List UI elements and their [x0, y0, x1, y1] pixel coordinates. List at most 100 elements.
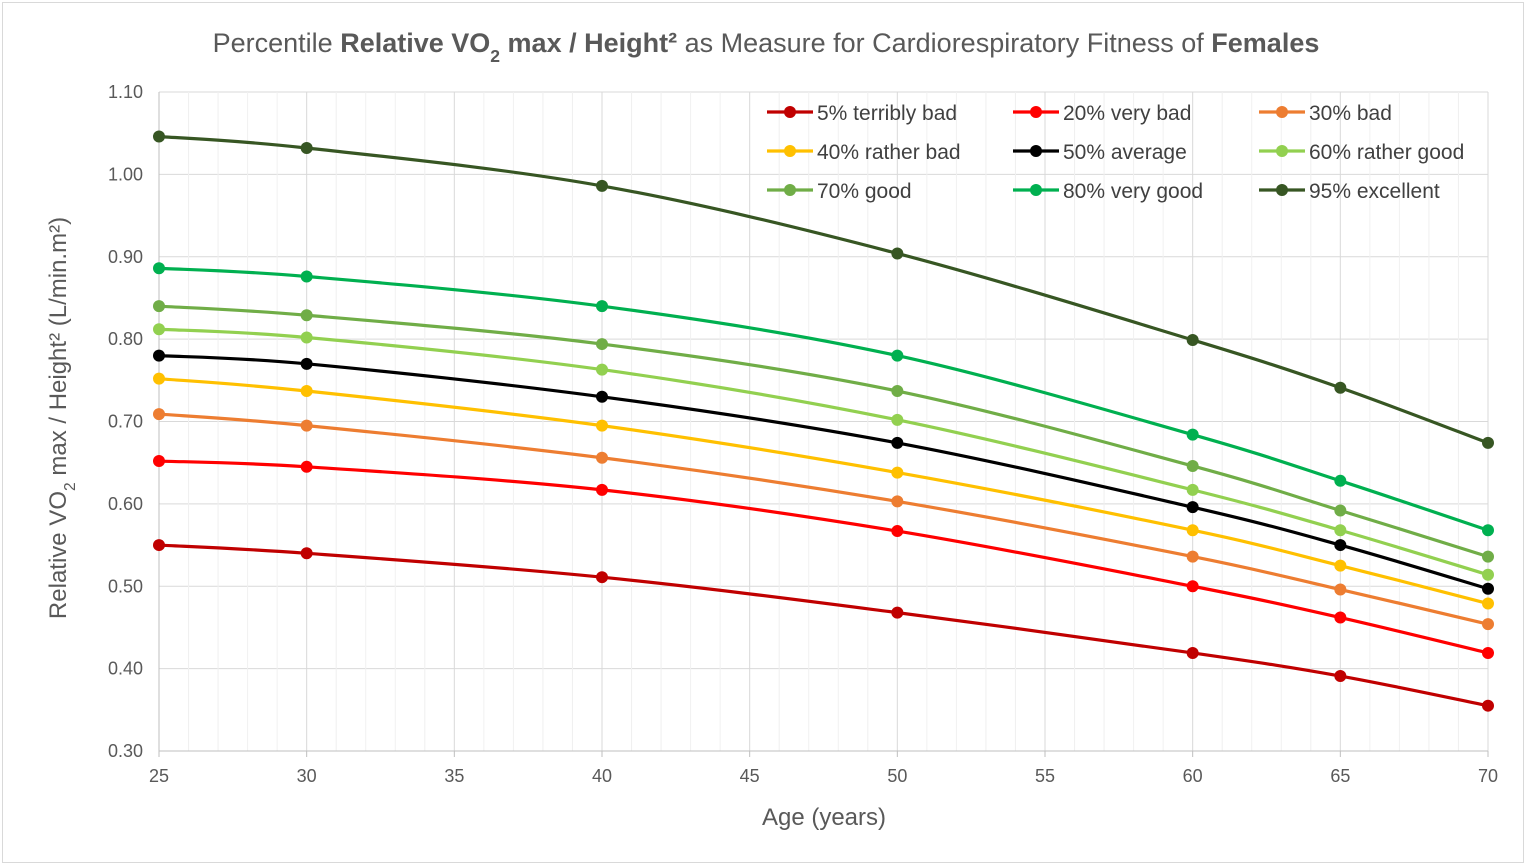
- data-point: [153, 539, 165, 552]
- y-tick-label: 0.60: [108, 494, 143, 514]
- text-part: max / Height² (L/min.m²): [45, 217, 72, 482]
- data-point: [300, 270, 313, 283]
- data-point: [1482, 646, 1494, 659]
- series-8: [153, 130, 1494, 449]
- series-6: [153, 300, 1494, 563]
- data-point: [1482, 568, 1494, 581]
- data-point: [596, 390, 608, 403]
- data-point: [1334, 611, 1347, 624]
- data-point: [153, 455, 165, 468]
- series-7: [153, 262, 1494, 537]
- data-point: [596, 300, 608, 313]
- y-tick-label: 1.00: [108, 164, 143, 184]
- x-tick-label: 70: [1478, 766, 1498, 786]
- data-point: [1334, 559, 1347, 572]
- data-point: [596, 451, 608, 464]
- y-tick-label: 0.30: [108, 741, 143, 761]
- chart-svg: Percentile Relative VO2 max / Height² as…: [45, 28, 1498, 831]
- text-part: Relative VO: [340, 28, 490, 58]
- data-point: [153, 323, 165, 336]
- data-point: [1482, 582, 1494, 595]
- series-5: [153, 323, 1494, 581]
- x-tick-label: 45: [740, 766, 760, 786]
- y-tick-label: 0.90: [108, 247, 143, 267]
- data-point: [1482, 524, 1494, 537]
- data-point: [1186, 580, 1199, 593]
- y-tick-label: 0.70: [108, 412, 143, 432]
- x-tick-label: 60: [1183, 766, 1203, 786]
- series-lines: [153, 130, 1494, 712]
- legend-label: 70% good: [817, 180, 912, 203]
- data-point: [1482, 436, 1494, 449]
- legend-swatch-marker: [1030, 145, 1042, 157]
- data-point: [153, 372, 165, 385]
- data-point: [1482, 597, 1494, 610]
- data-point: [1482, 618, 1494, 631]
- data-point: [300, 419, 313, 432]
- data-point: [1334, 539, 1347, 552]
- data-point: [300, 547, 313, 560]
- data-point: [596, 363, 608, 376]
- text-part: 2: [490, 46, 500, 66]
- data-point: [891, 466, 904, 479]
- text-part: max / Height²: [500, 28, 677, 58]
- data-point: [1334, 474, 1347, 487]
- legend-swatch-marker: [784, 145, 796, 157]
- text-part: as Measure for Cardiorespiratory Fitness…: [677, 28, 1211, 58]
- legend-item: 50% average: [1013, 141, 1187, 164]
- data-point: [300, 331, 313, 344]
- data-point: [300, 309, 313, 322]
- data-point: [300, 142, 313, 155]
- data-point: [1186, 550, 1199, 563]
- x-tick-label: 35: [444, 766, 464, 786]
- data-point: [596, 419, 608, 432]
- y-tick-label: 0.80: [108, 329, 143, 349]
- data-point: [891, 495, 904, 508]
- x-tick-label: 65: [1330, 766, 1350, 786]
- legend-label: 60% rather good: [1309, 141, 1464, 164]
- legend-item: 20% very bad: [1013, 102, 1191, 125]
- data-point: [1186, 428, 1199, 441]
- legend-label: 80% very good: [1063, 180, 1203, 203]
- data-point: [1482, 550, 1494, 563]
- series-4: [153, 349, 1494, 595]
- data-point: [300, 357, 313, 370]
- text-part: Percentile: [213, 28, 341, 58]
- data-point: [891, 413, 904, 426]
- data-point: [596, 179, 608, 192]
- legend: 5% terribly bad 20% very bad 30% bad 40% ra…: [767, 102, 1464, 203]
- data-point: [1482, 699, 1494, 712]
- data-point: [891, 385, 904, 398]
- data-point: [153, 300, 165, 313]
- data-point: [1186, 333, 1199, 346]
- data-point: [1334, 583, 1347, 596]
- legend-item: 5% terribly bad: [767, 102, 957, 125]
- legend-swatch-marker: [1276, 184, 1288, 196]
- data-point: [153, 130, 165, 143]
- data-point: [1186, 646, 1199, 659]
- series-1: [153, 455, 1494, 659]
- text-part: 2: [62, 482, 79, 491]
- data-point: [596, 338, 608, 351]
- series-line: [158, 459, 1489, 655]
- legend-item: 95% excellent: [1259, 180, 1440, 203]
- data-point: [1334, 381, 1347, 394]
- series-line: [158, 327, 1489, 577]
- legend-label: 5% terribly bad: [817, 102, 957, 125]
- data-point: [1334, 670, 1347, 683]
- data-point: [1186, 483, 1199, 496]
- data-point: [1186, 524, 1199, 537]
- legend-swatch-marker: [1030, 184, 1042, 196]
- series-line: [158, 354, 1489, 591]
- data-point: [596, 571, 608, 584]
- series-0: [153, 539, 1494, 712]
- x-tick-label: 30: [297, 766, 317, 786]
- series-line: [158, 304, 1489, 559]
- data-point: [1334, 504, 1347, 517]
- data-point: [891, 606, 904, 619]
- series-3: [153, 372, 1494, 610]
- data-point: [891, 247, 904, 260]
- series-line: [158, 412, 1489, 626]
- series-line: [158, 134, 1489, 445]
